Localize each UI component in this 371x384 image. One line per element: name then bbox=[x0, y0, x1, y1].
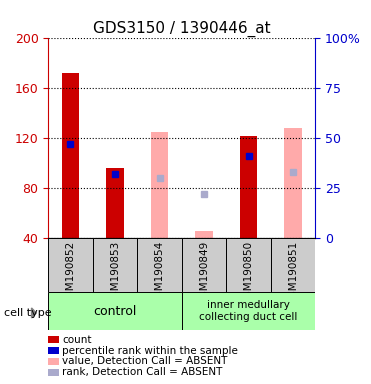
Bar bbox=[182, 238, 226, 292]
Text: GSM190851: GSM190851 bbox=[288, 241, 298, 304]
Text: inner medullary
collecting duct cell: inner medullary collecting duct cell bbox=[199, 300, 298, 322]
Bar bbox=[151, 132, 168, 238]
Text: count: count bbox=[62, 335, 92, 345]
Bar bbox=[240, 136, 257, 238]
Text: percentile rank within the sample: percentile rank within the sample bbox=[62, 346, 238, 356]
Text: GSM190853: GSM190853 bbox=[110, 241, 120, 304]
Bar bbox=[48, 292, 182, 330]
Bar bbox=[271, 238, 315, 292]
Bar bbox=[48, 238, 93, 292]
Text: cell type: cell type bbox=[4, 308, 51, 318]
Text: rank, Detection Call = ABSENT: rank, Detection Call = ABSENT bbox=[62, 367, 223, 377]
Bar bbox=[137, 238, 182, 292]
Text: GSM190850: GSM190850 bbox=[244, 241, 253, 304]
Polygon shape bbox=[32, 308, 36, 318]
Text: control: control bbox=[93, 305, 137, 318]
Bar bbox=[182, 292, 315, 330]
Bar bbox=[106, 168, 124, 238]
Text: GSM190852: GSM190852 bbox=[66, 241, 75, 304]
Bar bbox=[226, 238, 271, 292]
Text: value, Detection Call = ABSENT: value, Detection Call = ABSENT bbox=[62, 356, 228, 366]
Bar bbox=[284, 128, 302, 238]
Text: GSM190849: GSM190849 bbox=[199, 241, 209, 304]
Text: GSM190854: GSM190854 bbox=[155, 241, 164, 304]
Bar bbox=[62, 73, 79, 238]
Bar bbox=[195, 230, 213, 238]
Title: GDS3150 / 1390446_at: GDS3150 / 1390446_at bbox=[93, 21, 270, 37]
Bar bbox=[93, 238, 137, 292]
